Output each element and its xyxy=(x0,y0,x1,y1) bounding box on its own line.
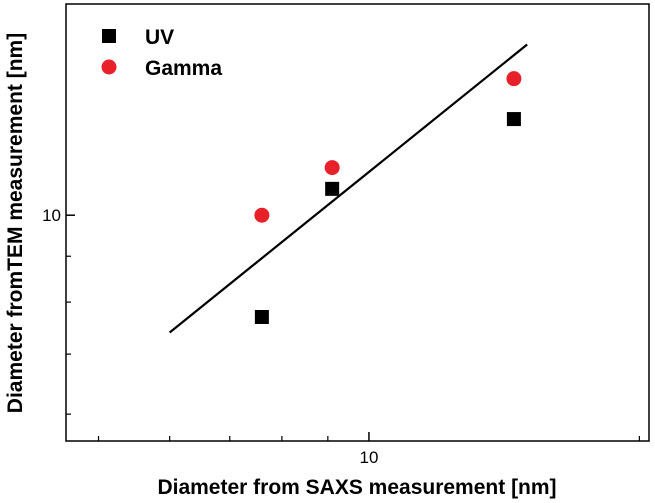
legend-marker-uv xyxy=(102,29,116,43)
legend-marker-gamma xyxy=(101,59,117,75)
legend-label-uv: UV xyxy=(145,26,174,49)
fit-line xyxy=(168,43,528,334)
plot-frame xyxy=(65,3,650,442)
y-tick-label-0: 10 xyxy=(42,206,61,225)
point-gamma-1 xyxy=(324,160,340,176)
axis-ticks: 10 10 xyxy=(42,206,640,467)
data-points xyxy=(254,71,522,324)
x-tick-label-0: 10 xyxy=(359,448,378,467)
y-axis-title: Diameter fromTEM measurement [nm] xyxy=(4,33,27,413)
point-uv-2 xyxy=(506,112,521,127)
x-axis-title: Diameter from SAXS measurement [nm] xyxy=(157,476,556,499)
point-gamma-2 xyxy=(506,71,522,87)
legend-label-gamma: Gamma xyxy=(145,57,222,80)
point-uv-1 xyxy=(325,181,340,196)
point-gamma-0 xyxy=(254,207,270,223)
legend: UV Gamma xyxy=(101,26,222,80)
point-uv-0 xyxy=(254,309,269,324)
fit-line-layer xyxy=(168,43,528,334)
